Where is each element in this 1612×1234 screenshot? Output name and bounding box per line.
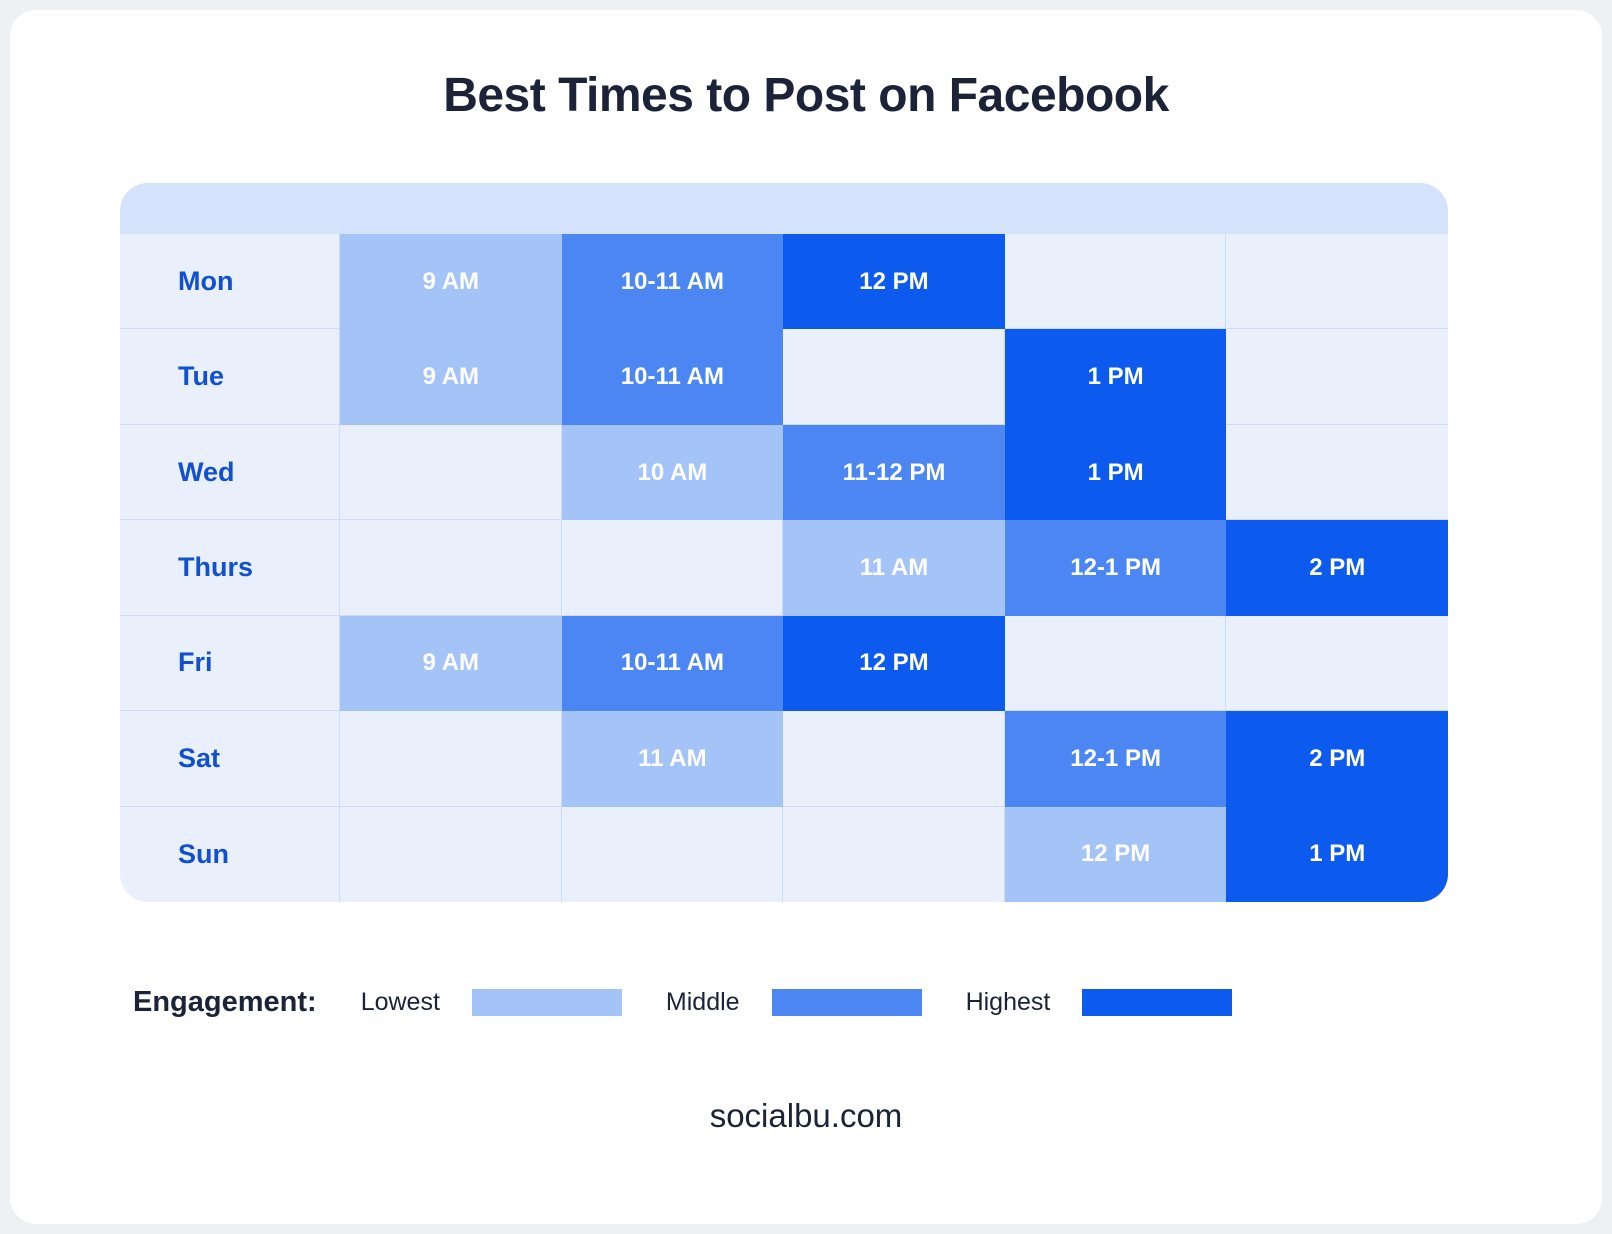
heatmap-cell-sun-highest: 1 PM — [1226, 806, 1448, 902]
heatmap-cell-empty — [1226, 615, 1448, 712]
heatmap-header-strip — [120, 183, 1448, 234]
heatmap-cell-tue-middle: 10-11 AM — [561, 329, 784, 425]
engagement-legend: Engagement: Lowest Middle Highest — [133, 986, 1602, 1019]
heatmap-cell-empty — [1226, 234, 1448, 330]
legend-item-lowest: Lowest — [361, 988, 622, 1017]
heatmap-cell-empty — [1004, 615, 1227, 712]
day-label-sun: Sun — [120, 806, 340, 902]
heatmap-cell-sat-middle: 12-1 PM — [1004, 711, 1227, 807]
heatmap-cell-empty — [340, 424, 562, 521]
heatmap-cell-empty — [783, 329, 1005, 425]
heatmap-cell-thurs-lowest: 11 AM — [783, 520, 1005, 616]
legend-item-middle: Middle — [666, 988, 922, 1017]
page-title: Best Times to Post on Facebook — [443, 69, 1169, 122]
footer-url: socialbu.com — [709, 1097, 903, 1134]
heatmap-cell-fri-highest: 12 PM — [783, 615, 1005, 712]
day-label-wed: Wed — [120, 424, 340, 521]
heatmap-cell-tue-highest: 1 PM — [1004, 329, 1227, 425]
heatmap-cell-mon-lowest: 9 AM — [340, 234, 562, 330]
legend-swatch-lowest — [471, 989, 622, 1016]
heatmap-cell-empty — [1226, 329, 1448, 425]
heatmap-cell-empty — [1004, 234, 1227, 330]
heatmap-cell-mon-middle: 10-11 AM — [561, 234, 784, 330]
heatmap-cell-thurs-middle: 12-1 PM — [1004, 520, 1227, 616]
heatmap-cell-sat-lowest: 11 AM — [561, 711, 784, 807]
heatmap-cell-empty — [340, 520, 562, 616]
legend-swatch-highest — [1082, 989, 1233, 1016]
day-label-thurs: Thurs — [120, 520, 340, 616]
heatmap-cell-empty — [783, 806, 1005, 902]
heatmap-cell-thurs-highest: 2 PM — [1226, 520, 1448, 616]
day-label-fri: Fri — [120, 615, 340, 712]
day-label-tue: Tue — [120, 329, 340, 425]
heatmap-cell-empty — [783, 711, 1005, 807]
heatmap-cell-empty — [561, 806, 784, 902]
heatmap-cell-empty — [1226, 424, 1448, 521]
heatmap-cell-sat-highest: 2 PM — [1226, 711, 1448, 807]
heatmap-cell-mon-highest: 12 PM — [783, 234, 1005, 330]
heatmap-cell-fri-middle: 10-11 AM — [561, 615, 784, 712]
heatmap-cell-tue-lowest: 9 AM — [340, 329, 562, 425]
legend-label-lowest: Lowest — [360, 988, 440, 1016]
heatmap-cell-wed-middle: 11-12 PM — [783, 424, 1005, 521]
day-label-sat: Sat — [120, 711, 340, 807]
heatmap-table: Mon 9 AM 10-11 AM 12 PM Tue 9 AM 10-11 AM 1 PM W… — [120, 183, 1448, 902]
heatmap-cell-fri-lowest: 9 AM — [340, 615, 562, 712]
heatmap-cell-sun-lowest: 12 PM — [1004, 806, 1227, 902]
day-label-mon: Mon — [120, 234, 340, 330]
heatmap-cell-empty — [340, 711, 562, 807]
heatmap-cell-wed-highest: 1 PM — [1004, 424, 1227, 521]
heatmap-cell-empty — [561, 520, 784, 616]
heatmap-cell-empty — [340, 806, 562, 902]
legend-swatch-middle — [771, 989, 922, 1016]
legend-label-highest: Highest — [965, 988, 1051, 1016]
legend-item-highest: Highest — [966, 988, 1233, 1017]
legend-title: Engagement: — [133, 986, 317, 1018]
legend-label-middle: Middle — [665, 988, 740, 1016]
infographic-card: Best Times to Post on Facebook Mon 9 AM 10… — [10, 10, 1602, 1224]
heatmap-cell-wed-lowest: 10 AM — [561, 424, 784, 521]
